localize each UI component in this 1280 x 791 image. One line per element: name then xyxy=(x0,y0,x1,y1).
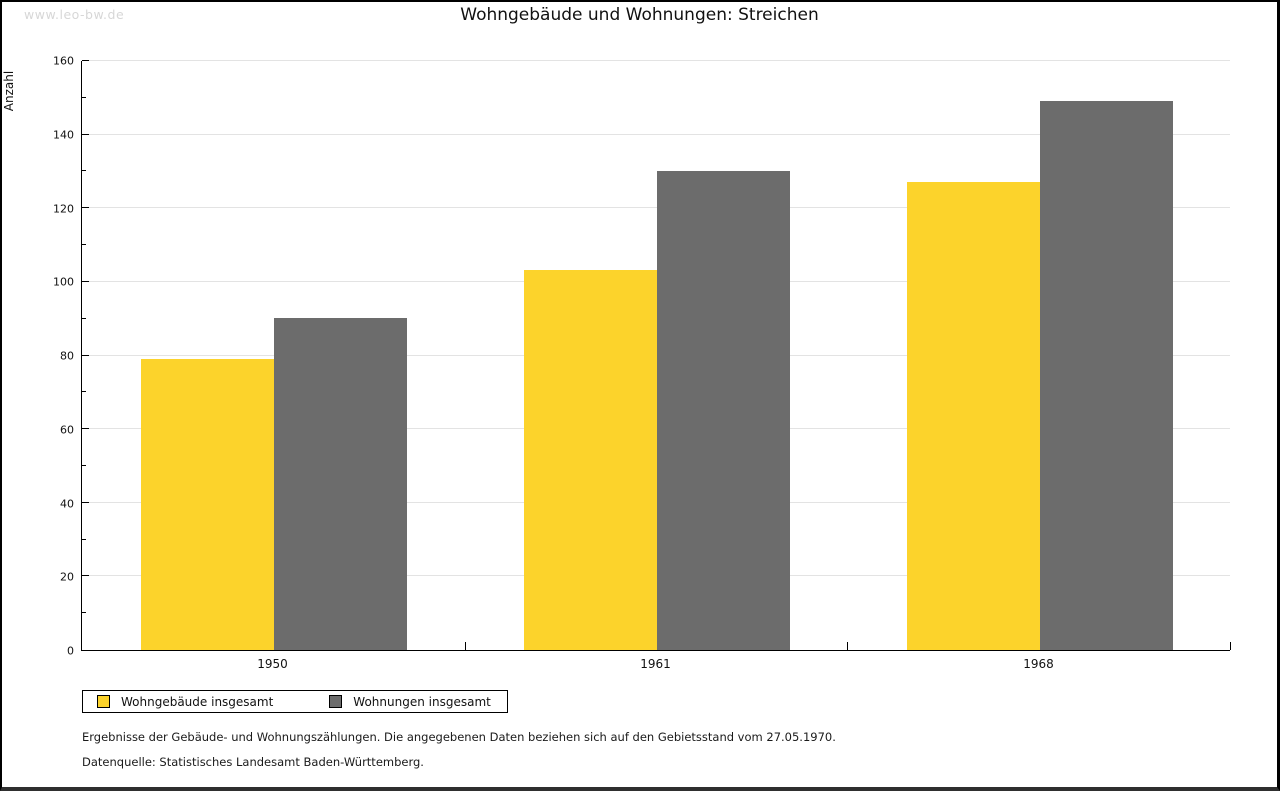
legend-item: Wohnungen insgesamt xyxy=(329,695,491,709)
x-axis-labels: 1950 1961 1968 xyxy=(81,657,1230,673)
gridline xyxy=(82,207,1230,209)
legend-label: Wohngebäude insgesamt xyxy=(121,694,274,709)
bar-wohnungen-1968 xyxy=(1039,100,1173,650)
x-boundary-tick xyxy=(847,642,849,650)
x-boundary-tick xyxy=(1230,642,1231,650)
y-minor-tick xyxy=(82,317,86,319)
y-minor-tick xyxy=(82,464,86,466)
y-tick-label: 40 xyxy=(60,497,74,510)
legend-swatch xyxy=(329,695,343,708)
y-tick-label: 100 xyxy=(53,275,74,289)
y-tick-label: 160 xyxy=(53,54,74,68)
y-major-tick xyxy=(82,207,89,209)
legend-label: Wohnungen insgesamt xyxy=(353,694,491,709)
x-tick-label: 1961 xyxy=(640,657,671,671)
y-tick-label: 120 xyxy=(53,202,74,215)
y-minor-tick xyxy=(82,612,86,614)
bar-wohngebäude-1950 xyxy=(140,358,274,650)
y-major-tick xyxy=(82,575,89,577)
y-major-tick xyxy=(82,354,89,356)
y-major-tick xyxy=(82,280,89,282)
y-tick-label: 60 xyxy=(60,423,74,437)
y-minor-tick xyxy=(82,244,86,246)
y-major-tick xyxy=(82,133,89,135)
legend-item: Wohngebäude insgesamt xyxy=(97,695,273,709)
y-tick-label: 140 xyxy=(53,128,74,142)
y-tick-label: 80 xyxy=(60,349,74,363)
y-major-tick xyxy=(82,428,89,430)
gridline xyxy=(82,133,1230,135)
y-minor-tick xyxy=(82,96,86,98)
x-tick-label: 1968 xyxy=(1023,657,1054,671)
y-major-tick xyxy=(82,501,89,503)
gridline xyxy=(82,60,1230,61)
footer-note-2: Datenquelle: Statistisches Landesamt Bad… xyxy=(82,755,424,769)
y-major-tick xyxy=(82,60,89,61)
y-minor-tick xyxy=(82,391,86,393)
legend-box: Wohngebäude insgesamt Wohnungen insgesam… xyxy=(82,690,508,713)
chart-title: Wohngebäude und Wohnungen: Streichen xyxy=(460,5,819,25)
legend-swatch xyxy=(97,695,110,708)
bar-wohngebäude-1961 xyxy=(523,270,657,650)
x-tick-label: 1950 xyxy=(257,657,288,671)
bar-wohngebäude-1968 xyxy=(906,181,1040,650)
plot-area xyxy=(81,60,1231,651)
y-tick-label: 20 xyxy=(60,570,74,584)
x-boundary-tick xyxy=(464,642,466,650)
bar-wohnungen-1950 xyxy=(273,318,407,650)
y-minor-tick xyxy=(82,538,86,540)
watermark-text: www.leo-bw.de xyxy=(24,7,125,22)
bar-wohnungen-1961 xyxy=(656,170,790,650)
y-minor-tick xyxy=(82,170,86,172)
footer-note-1: Ergebnisse der Gebäude- und Wohnungszähl… xyxy=(82,730,836,744)
y-tick-label: 0 xyxy=(67,644,74,658)
y-axis-labels: 0 20 40 60 80 100 120 140 160 xyxy=(2,56,74,657)
